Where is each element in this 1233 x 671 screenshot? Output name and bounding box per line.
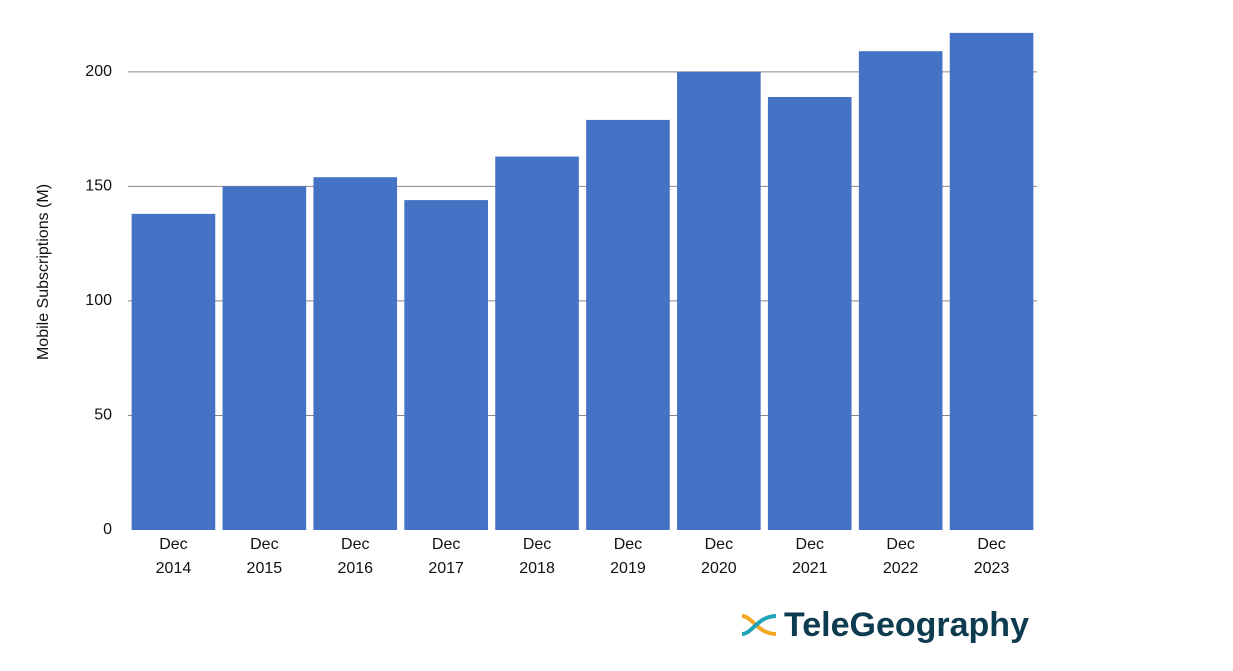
x-tick-label: Dec 2014 [155, 536, 192, 577]
y-axis-label: Mobile Subscriptions (M) [35, 184, 52, 360]
bar [858, 51, 943, 530]
x-tick-label: Dec 2021 [791, 536, 828, 577]
bar [495, 156, 579, 530]
y-tick-label: 200 [85, 63, 112, 80]
bar [222, 186, 307, 530]
x-tick-label: Dec 2018 [519, 536, 555, 577]
x-tick-label: Dec 2019 [610, 536, 646, 577]
bar [404, 200, 488, 531]
y-tick-label: 50 [94, 407, 112, 424]
bar [677, 71, 761, 531]
logo-text: TeleGeography [784, 606, 1029, 644]
x-tick-label: Dec 2022 [882, 536, 919, 577]
bar [767, 97, 852, 530]
bar [586, 119, 670, 530]
x-tick-label: Dec 2016 [337, 536, 374, 577]
bar [949, 32, 1034, 530]
x-tick-label: Dec 2020 [701, 536, 737, 577]
x-tick-label: Dec 2023 [973, 536, 1010, 577]
y-tick-label: 150 [85, 178, 112, 195]
bar [313, 177, 398, 530]
logo-icon [741, 614, 777, 636]
y-tick-label: 0 [103, 521, 112, 538]
y-tick-label: 100 [85, 292, 112, 309]
x-tick-label: Dec 2015 [246, 536, 283, 577]
bar [131, 213, 216, 530]
x-tick-label: Dec 2017 [428, 536, 464, 577]
